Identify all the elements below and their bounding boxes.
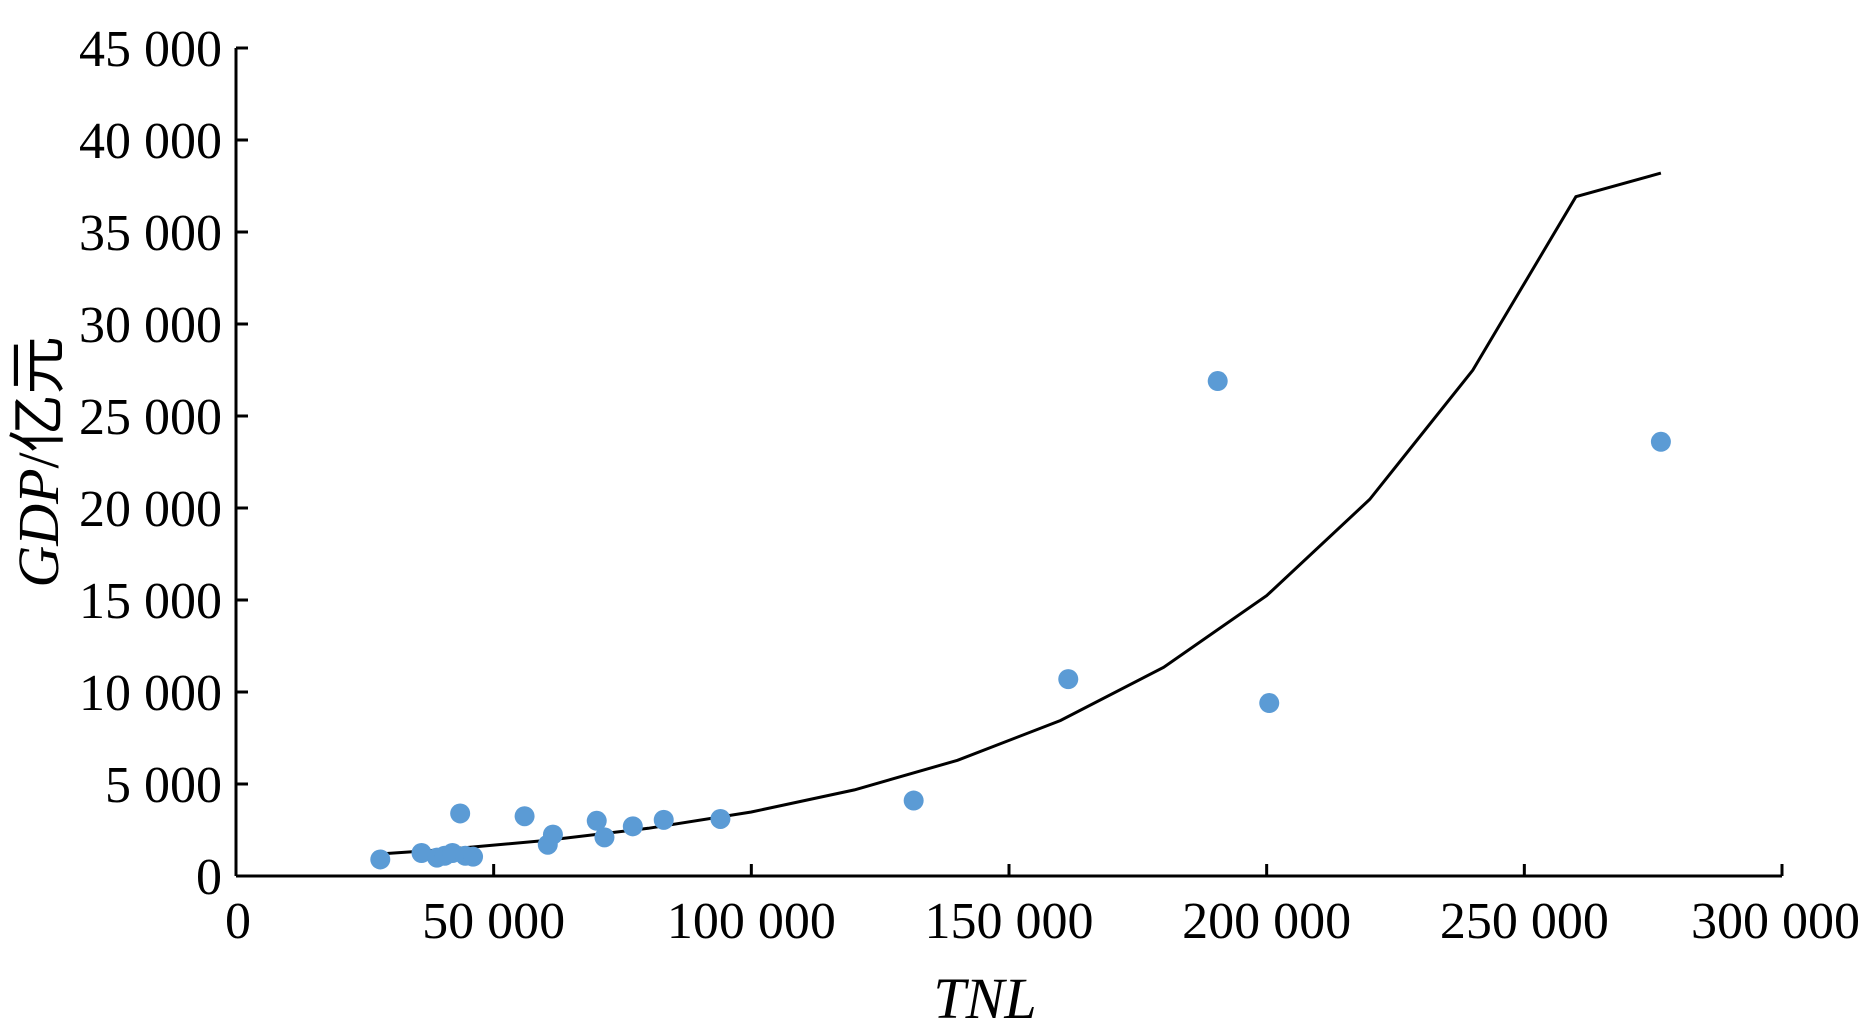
- y-tick-label: 25 000: [79, 389, 222, 446]
- x-tick-label: 200 000: [1182, 893, 1351, 950]
- data-point: [411, 843, 432, 863]
- data-point: [622, 816, 643, 837]
- y-axis-title-unit: /亿元: [6, 336, 71, 468]
- data-point: [1207, 371, 1228, 392]
- data-point: [903, 790, 924, 811]
- y-tick-label: 10 000: [79, 665, 222, 722]
- y-tick-label: 15 000: [79, 573, 222, 630]
- y-axis-title: GDP/亿元: [6, 336, 71, 587]
- data-point: [514, 806, 535, 827]
- x-tick-label: 100 000: [667, 893, 836, 950]
- data-point: [542, 824, 563, 845]
- axes: [234, 48, 1782, 878]
- x-tick-label: 150 000: [925, 893, 1094, 950]
- data-point: [1058, 669, 1079, 690]
- x-ticks: 0 50 000 100 000 150 000 200 000 250 000 300 0…: [225, 864, 1860, 950]
- y-axis-title-italic: GDP: [6, 468, 71, 587]
- x-tick-label: 250 000: [1440, 893, 1609, 950]
- data-point: [594, 827, 615, 848]
- y-tick-label: 40 000: [79, 113, 222, 170]
- data-point: [463, 846, 484, 867]
- fit-curve-group: [380, 171, 1662, 856]
- fit-curve-line: [380, 171, 1662, 856]
- y-tick-label: 35 000: [79, 205, 222, 262]
- y-ticks: 0 5 000 10 000 15 000 20 000 25 000 30 000 35 0…: [79, 21, 248, 906]
- y-tick-label: 0: [196, 849, 222, 906]
- x-tick-label: 50 000: [422, 893, 565, 950]
- data-point: [450, 803, 471, 824]
- data-point: [710, 808, 731, 829]
- y-tick-label: 20 000: [79, 481, 222, 538]
- x-axis-title: TNL: [933, 966, 1036, 1028]
- y-tick-label: 30 000: [79, 297, 222, 354]
- data-point: [1259, 693, 1280, 714]
- data-point: [653, 809, 674, 830]
- x-tick-label: 0: [225, 893, 251, 950]
- x-tick-label: 300 000: [1691, 893, 1860, 950]
- data-point: [1650, 431, 1671, 452]
- data-points: [370, 371, 1671, 870]
- data-point: [370, 849, 391, 870]
- y-tick-label: 45 000: [79, 21, 222, 78]
- y-tick-label: 5 000: [105, 757, 222, 814]
- data-point: [586, 810, 607, 831]
